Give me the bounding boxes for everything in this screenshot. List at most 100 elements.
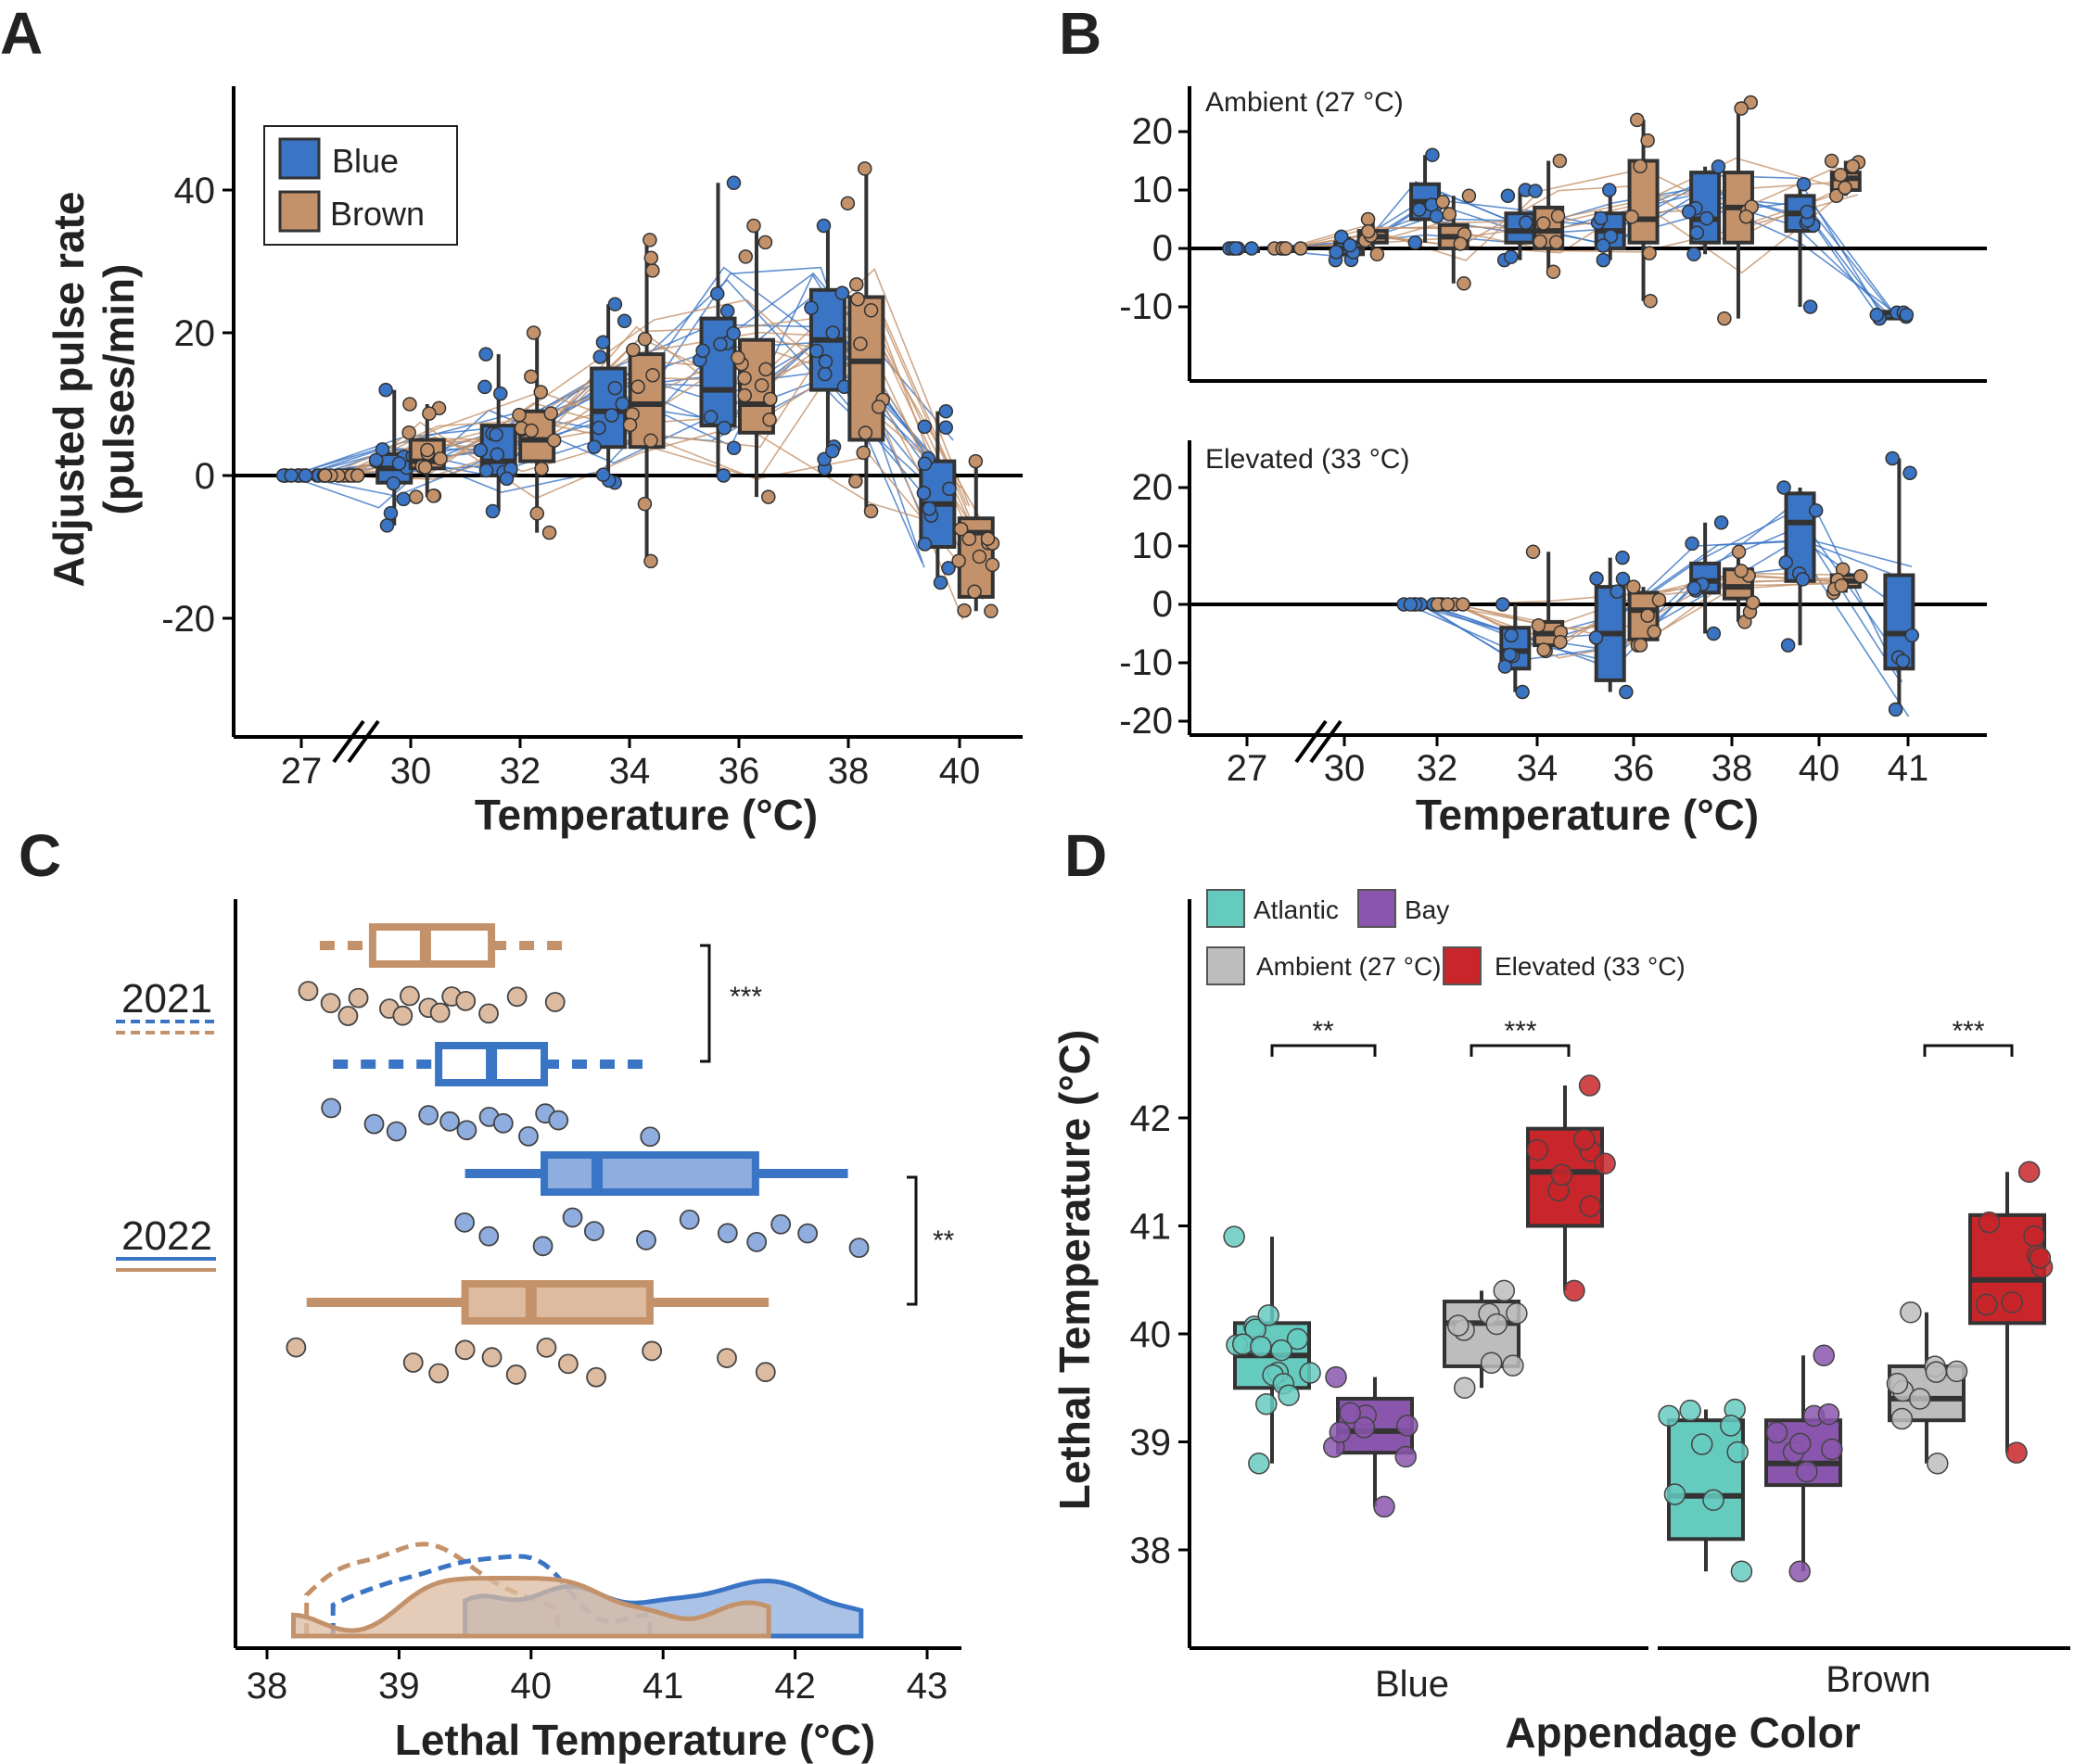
panel-a-brown-point	[541, 525, 557, 540]
panel-d-blue-atlantic-point	[1255, 1392, 1278, 1415]
panel-d-blue-bay-point	[1339, 1402, 1361, 1425]
panel-a-blue-point	[391, 456, 407, 471]
panel-b-blue-point	[1800, 204, 1814, 220]
panel-a-blue-point	[378, 382, 393, 398]
panel-a-blue-point	[617, 313, 632, 329]
panel-c-2021-blue-point	[439, 1110, 460, 1132]
panel-d-blue-bay-point	[1394, 1445, 1417, 1468]
panel-a-blue-point	[717, 420, 732, 436]
panel-d-blue-atlantic-point	[1286, 1327, 1309, 1351]
panel-d-significance: ** *** ***	[1270, 1016, 2014, 1057]
panel-c-2021-brown-box	[368, 923, 496, 968]
panel-c-2021-blue-point	[321, 1098, 342, 1119]
panel-letter-c: C	[19, 822, 61, 889]
panel-b-blue-point	[1869, 307, 1885, 323]
panel-a-blue-point	[489, 427, 503, 442]
panel-c-2022-brown-point	[402, 1352, 424, 1373]
panel-a-brown-point	[754, 378, 770, 393]
panel-d-boxes	[1223, 1074, 2054, 1583]
panel-b-brown-point	[1828, 188, 1844, 204]
year-2021-text: 2021	[121, 976, 212, 1022]
panel-d-brown-ambient-point	[1908, 1388, 1931, 1410]
panel-a-brown-point	[985, 557, 1000, 573]
panel-c-2022-blue-point	[583, 1221, 604, 1241]
significance-bracket-2021: ***	[700, 944, 762, 1063]
panel-d: 42 41 40 39 38 Blue Brown Appendage Color Le…	[1050, 889, 2070, 1757]
panel-c-2021-blue-point	[418, 1105, 439, 1125]
panel-d-blue-atlantic-point	[1248, 1453, 1270, 1475]
panel-a-brown-point	[738, 249, 753, 264]
panel-a-blue-point	[592, 420, 606, 436]
panel-d-y-tick-label: 39	[1130, 1423, 1172, 1464]
panel-a-brown-point	[758, 362, 773, 377]
panel-a-brown-point	[863, 503, 879, 519]
panel-c-2021-brown-point	[320, 993, 341, 1014]
panel-c-2022-brown-point	[481, 1347, 503, 1368]
panel-a-blue-point	[808, 343, 824, 359]
panel-d-blue-atlantic-point	[1299, 1362, 1321, 1384]
panel-a: 40 20 0 -20 27 30 32 34 36 38 40 Adjusted pulse r…	[45, 86, 1023, 839]
panel-b-blue-point	[1699, 210, 1714, 226]
panel-c-2021-brown-point	[478, 1003, 499, 1024]
panel-d-blue-atlantic-point	[1250, 1336, 1272, 1358]
panel-a-brown-point	[737, 387, 752, 403]
panel-d-brown-ambient-point	[1886, 1372, 1909, 1395]
panel-a-brown-point	[524, 423, 539, 438]
panel-c-2021-brown-point	[399, 985, 420, 1007]
panel-d-blue-atlantic-point	[1278, 1384, 1300, 1406]
panel-b-blue-point	[1407, 235, 1423, 250]
panel-a-blue-point	[478, 463, 494, 478]
panel-a-brown-point	[872, 400, 886, 414]
panel-a-brown-point	[737, 370, 752, 386]
panel-b-brown-point	[1546, 264, 1561, 279]
panel-a-y-label: Adjusted pulse rate (pulses/min)	[45, 192, 143, 588]
panel-b-blue-point	[1504, 628, 1519, 643]
panel-c-2022-blue-point	[746, 1231, 768, 1252]
panel-a-brown-point	[840, 196, 856, 211]
panel-b-brown-point	[1651, 592, 1667, 607]
panel-b-blue-point	[1895, 654, 1911, 668]
panel-b-blue-point	[1342, 237, 1357, 253]
panel-c-2021-brown-point	[429, 1002, 451, 1023]
panel-a-blue-point	[396, 491, 411, 507]
panel-d-blue-ambient-point	[1493, 1279, 1516, 1302]
legend-swatch-elevated	[1443, 946, 1482, 985]
panel-b-brown-point	[1624, 209, 1639, 224]
panel-a-blue-point	[941, 561, 956, 576]
panel-a-brown-box	[847, 295, 885, 442]
panel-b-blue-point	[1429, 209, 1444, 224]
panel-a-brown-point	[546, 433, 562, 448]
panel-a-brown-point	[626, 342, 641, 358]
panel-a-blue-point	[607, 380, 623, 396]
panel-b-brown-point	[1552, 153, 1568, 169]
panel-a-x-tick-label: 36	[719, 751, 760, 792]
panel-a-brown-point	[420, 442, 435, 458]
panel-d-blue-atlantic-point	[1257, 1304, 1279, 1326]
panel-b-blue-point	[1495, 597, 1510, 612]
panel-a-blue-point	[942, 481, 957, 497]
panel-a-blue-point	[383, 505, 399, 521]
panel-b-brown-point	[1845, 159, 1861, 174]
panel-d-y-tick-label: 41	[1130, 1207, 1172, 1248]
panel-c-2022-blue-point	[797, 1223, 819, 1244]
panel-c-2022-blue-box	[541, 1151, 759, 1196]
panel-c-2021-blue-point	[548, 1110, 569, 1131]
panel-d-brown-elevated-point	[1978, 1211, 2001, 1234]
panel-d-brown-atlantic-point	[1690, 1433, 1713, 1455]
panel-a-brown-point	[761, 489, 776, 504]
panel-b-y-tick-label: -20	[1119, 701, 1173, 742]
legend-label-bay: Bay	[1405, 895, 1449, 924]
panel-d-blue-ambient-point	[1480, 1352, 1503, 1375]
panel-b-brown-point	[1533, 234, 1547, 249]
panel-b-x-tick-label: 41	[1888, 748, 1929, 789]
panel-b-y-tick-label: -10	[1119, 286, 1173, 327]
panel-b-blue-point	[1619, 684, 1634, 700]
panel-c-2021-brown-point	[337, 1006, 359, 1026]
panel-b-blue-point	[1602, 183, 1617, 197]
panel-a-blue-point	[716, 468, 732, 483]
panel-a-blue-point	[726, 440, 742, 456]
panel-b-brown-point	[1834, 578, 1849, 593]
panel-a-brown-point	[622, 417, 638, 433]
panel-b-blue-point	[1795, 572, 1811, 587]
panel-b-blue-point	[1902, 465, 1917, 481]
